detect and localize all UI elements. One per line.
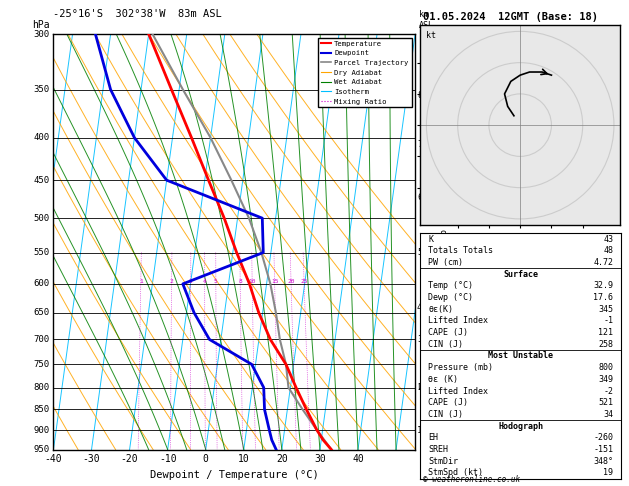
Text: Hodograph: Hodograph xyxy=(498,422,543,431)
Text: -40: -40 xyxy=(45,454,62,464)
Text: SREH: SREH xyxy=(428,445,448,454)
Text: 550: 550 xyxy=(34,248,50,257)
Text: 40: 40 xyxy=(352,454,364,464)
Text: EH: EH xyxy=(428,434,438,442)
Text: 349: 349 xyxy=(598,375,613,384)
Text: 750: 750 xyxy=(34,360,50,369)
Text: Totals Totals: Totals Totals xyxy=(428,246,493,255)
Text: 6: 6 xyxy=(417,193,422,202)
Text: 34: 34 xyxy=(603,410,613,419)
Text: Mixing Ratio (g/kg): Mixing Ratio (g/kg) xyxy=(440,194,448,289)
Text: -2: -2 xyxy=(603,386,613,396)
Text: LCL: LCL xyxy=(417,383,432,392)
Text: 8: 8 xyxy=(417,91,422,100)
Text: Dewp (°C): Dewp (°C) xyxy=(428,293,473,302)
Text: 345: 345 xyxy=(598,305,613,314)
Text: 400: 400 xyxy=(34,133,50,142)
Text: -30: -30 xyxy=(83,454,101,464)
Text: 4: 4 xyxy=(417,303,422,312)
Text: 15: 15 xyxy=(271,279,279,284)
Text: 20: 20 xyxy=(276,454,287,464)
Text: Dewpoint / Temperature (°C): Dewpoint / Temperature (°C) xyxy=(150,470,319,480)
Text: 500: 500 xyxy=(34,214,50,223)
Text: θε(K): θε(K) xyxy=(428,305,454,314)
Text: 950: 950 xyxy=(34,445,50,454)
Text: 19: 19 xyxy=(603,469,613,477)
Text: 20: 20 xyxy=(287,279,295,284)
Text: 32.9: 32.9 xyxy=(593,281,613,290)
Text: 10: 10 xyxy=(248,279,256,284)
Text: Temp (°C): Temp (°C) xyxy=(428,281,473,290)
Text: 800: 800 xyxy=(598,363,613,372)
Text: 7: 7 xyxy=(417,140,422,149)
Text: 4.72: 4.72 xyxy=(593,258,613,267)
Text: -20: -20 xyxy=(121,454,138,464)
Text: 450: 450 xyxy=(34,175,50,185)
Text: 10: 10 xyxy=(238,454,250,464)
Text: 43: 43 xyxy=(603,235,613,243)
Text: Surface: Surface xyxy=(503,270,538,278)
Legend: Temperature, Dewpoint, Parcel Trajectory, Dry Adiabat, Wet Adiabat, Isotherm, Mi: Temperature, Dewpoint, Parcel Trajectory… xyxy=(318,37,411,107)
Text: 850: 850 xyxy=(34,405,50,414)
Text: -260: -260 xyxy=(593,434,613,442)
Text: 3: 3 xyxy=(189,279,192,284)
Text: 258: 258 xyxy=(598,340,613,349)
Text: 2: 2 xyxy=(417,383,422,392)
Text: K: K xyxy=(428,235,433,243)
Text: hPa: hPa xyxy=(32,20,50,30)
Text: 30: 30 xyxy=(314,454,326,464)
Text: CAPE (J): CAPE (J) xyxy=(428,328,468,337)
Text: 348°: 348° xyxy=(593,457,613,466)
Text: 3: 3 xyxy=(417,335,422,345)
Text: 5: 5 xyxy=(214,279,218,284)
Text: 1: 1 xyxy=(139,279,143,284)
Text: 350: 350 xyxy=(34,85,50,94)
Text: 8: 8 xyxy=(238,279,242,284)
Text: 48: 48 xyxy=(603,246,613,255)
Text: 01.05.2024  12GMT (Base: 18): 01.05.2024 12GMT (Base: 18) xyxy=(423,12,598,22)
Text: 1: 1 xyxy=(417,426,422,434)
Text: © weatheronline.co.uk: © weatheronline.co.uk xyxy=(423,474,520,484)
Text: 700: 700 xyxy=(34,335,50,344)
Text: 2: 2 xyxy=(170,279,174,284)
Text: 25: 25 xyxy=(301,279,308,284)
Text: -10: -10 xyxy=(159,454,177,464)
Text: -25°16'S  302°38'W  83m ASL: -25°16'S 302°38'W 83m ASL xyxy=(53,9,222,19)
Text: 600: 600 xyxy=(34,279,50,288)
Text: PW (cm): PW (cm) xyxy=(428,258,463,267)
Text: Lifted Index: Lifted Index xyxy=(428,386,488,396)
Text: 900: 900 xyxy=(34,426,50,434)
Text: 650: 650 xyxy=(34,308,50,317)
Text: StmDir: StmDir xyxy=(428,457,458,466)
Text: 5: 5 xyxy=(417,248,422,257)
Text: CAPE (J): CAPE (J) xyxy=(428,398,468,407)
Text: km
ASL: km ASL xyxy=(419,11,434,30)
Text: 300: 300 xyxy=(34,30,50,38)
Text: CIN (J): CIN (J) xyxy=(428,340,463,349)
Text: StmSpd (kt): StmSpd (kt) xyxy=(428,469,483,477)
Text: 521: 521 xyxy=(598,398,613,407)
Text: 17.6: 17.6 xyxy=(593,293,613,302)
Text: Lifted Index: Lifted Index xyxy=(428,316,488,326)
Text: 4: 4 xyxy=(203,279,206,284)
Text: -151: -151 xyxy=(593,445,613,454)
Text: Most Unstable: Most Unstable xyxy=(488,351,554,361)
Text: CIN (J): CIN (J) xyxy=(428,410,463,419)
Text: -1: -1 xyxy=(603,316,613,326)
Text: Pressure (mb): Pressure (mb) xyxy=(428,363,493,372)
Text: 0: 0 xyxy=(203,454,209,464)
Text: θε (K): θε (K) xyxy=(428,375,458,384)
Text: 121: 121 xyxy=(598,328,613,337)
Text: 800: 800 xyxy=(34,383,50,392)
Text: kt: kt xyxy=(426,31,436,40)
